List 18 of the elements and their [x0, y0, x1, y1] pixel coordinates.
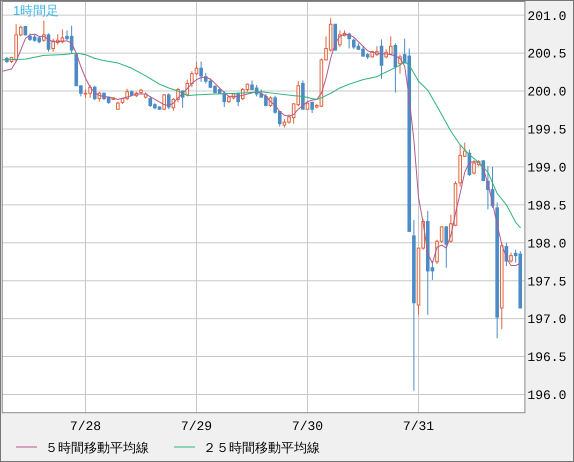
y-tick-label: 198.5 [527, 198, 566, 214]
x-tick-label: 7/30 [292, 419, 324, 434]
legend-label: ２５時間移動平均線 [203, 440, 320, 455]
y-tick-label: 201.0 [527, 8, 566, 24]
chart-title: 1時間足 [13, 3, 60, 18]
y-tick-label: 196.0 [527, 388, 566, 404]
y-tick-label: 197.5 [527, 274, 566, 290]
y-tick-label: 197.0 [527, 312, 566, 328]
y-tick-label: 200.0 [527, 84, 566, 100]
legend-label: ５時間移動平均線 [45, 440, 149, 455]
y-tick-label: 200.5 [527, 46, 566, 62]
y-tick-label: 196.5 [527, 350, 566, 366]
y-tick-label: 199.5 [527, 122, 566, 138]
y-tick-label: 198.0 [527, 236, 566, 252]
x-tick-label: 7/31 [402, 419, 434, 434]
x-tick-label: 7/28 [70, 419, 102, 434]
x-tick-label: 7/29 [180, 419, 212, 434]
y-tick-label: 199.0 [527, 160, 566, 176]
